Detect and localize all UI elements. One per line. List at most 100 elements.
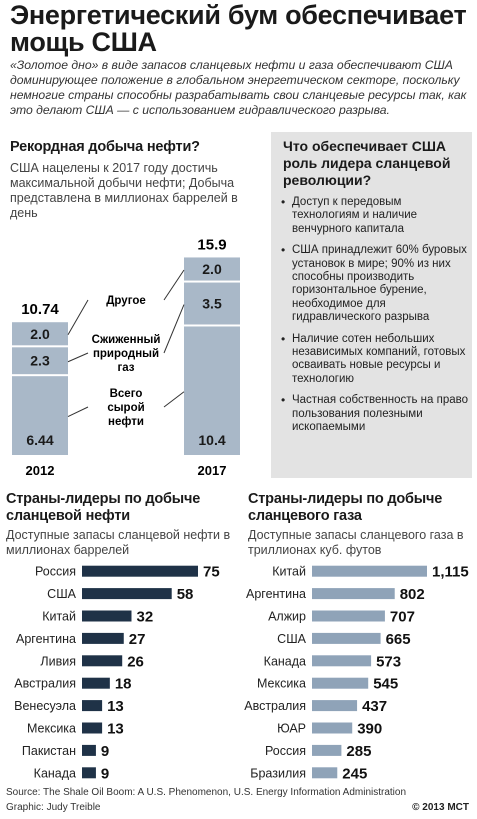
callout-line [163,391,185,408]
country-label: Аргентина [16,632,76,646]
value-label: 545 [373,676,398,693]
value-bar [82,677,110,689]
source-note: Source: The Shale Oil Boom: A U.S. Pheno… [6,787,407,798]
value-bar [82,722,103,734]
value-label: 1,115 [432,564,469,581]
value-label: 58 [177,586,194,603]
value-label: 13 [107,698,124,715]
country-label: Бразилия [250,766,306,780]
value-bar [312,632,381,644]
value-label: 802 [400,586,425,603]
production-subtitle: США нацелены к 2017 году достичь максима… [10,161,238,220]
callout-line [163,304,185,354]
value-bar [312,655,372,667]
segment-value: 2.0 [202,261,222,277]
country-label: Пакистан [22,744,76,758]
value-label: 18 [115,676,132,693]
country-label: Австралия [244,699,306,713]
value-label: 27 [129,631,146,648]
value-label: 573 [376,653,401,670]
total-label: 10.74 [21,301,59,318]
value-bar [312,588,395,600]
country-label: ЮАР [277,722,306,736]
country-label: Канада [34,766,76,780]
series-label: нефти [108,416,144,428]
value-bar [82,565,198,577]
value-label: 437 [362,698,387,715]
segment-value: 2.3 [30,353,50,369]
segment-value: 6.44 [26,432,53,448]
value-bar [312,565,427,577]
value-label: 32 [136,609,153,626]
value-bar [82,744,96,756]
copyright: © 2013 MCT [412,802,469,813]
value-bar [312,610,385,622]
country-label: Китай [42,610,76,624]
value-label: 665 [386,631,411,648]
value-label: 13 [107,721,124,738]
country-label: Китай [272,565,306,579]
gas-reserves-chart: Китай 1,115 Аргентина 802 Алжир 707 США 665 Кана… [244,564,469,783]
page-title: Энергетический бум обеспечивает мощь США [10,0,467,57]
sidebar-title: Что обеспечивает США роль лидера сланцев… [283,138,451,188]
callout-line [67,299,89,336]
country-label: Канада [264,654,306,668]
value-bar [82,655,123,667]
production-title: Рекордная добыча нефти? [10,139,200,155]
total-label: 15.9 [197,236,226,253]
series-label: газ [117,362,134,374]
gas-reserves-title: Страны-лидеры по добыче сланцевого газа [248,491,443,524]
value-bar [312,700,358,712]
country-label: Россия [35,565,76,579]
country-label: США [277,632,306,646]
bar-segment [12,322,68,346]
bullet-item: Частная собственность на право пользован… [281,394,469,434]
value-bar [82,588,172,600]
value-label: 75 [203,564,220,581]
series-label: природный [93,348,159,360]
country-label: Россия [265,744,306,758]
country-label: США [47,587,76,601]
intro-text: «Золотое дно» в виде запасов сланцевых н… [10,58,467,117]
value-label: 390 [357,721,382,738]
series-label: Сжиженный [92,334,161,346]
bullet-item: Наличие сотен небольших независимых комп… [281,333,469,387]
callout-line [67,352,89,363]
value-label: 245 [342,765,367,782]
sidebar-bullets: Доступ к передовым технологиям и наличие… [281,196,469,443]
year-label: 2017 [198,463,227,478]
country-label: Аргентина [246,587,306,601]
segment-value: 2.0 [30,326,50,342]
value-label: 285 [346,743,371,760]
bar-segment [12,347,68,375]
gas-reserves-subtitle: Доступные запасы сланцевого газа в трилл… [248,528,464,557]
value-bar [312,677,369,689]
callout-line [67,406,89,418]
value-label: 26 [127,653,144,670]
bullet-item: США принадлежит 60% буровых установок в … [281,244,469,324]
value-label: 707 [390,609,415,626]
value-bar [312,767,338,779]
year-label: 2012 [26,463,55,478]
bar-segment [184,326,240,455]
sidebar-panel: Что обеспечивает США роль лидера сланцев… [271,132,472,478]
country-label: Венесуэла [14,699,76,713]
bar-segment [184,282,240,325]
value-bar [82,700,103,712]
bar-segment [12,376,68,455]
value-bar [312,722,353,734]
oil-reserves-subtitle: Доступные запасы сланцевой нефти в милли… [6,528,231,557]
callout-line [163,269,185,301]
value-bar [82,767,96,779]
value-bar [82,610,132,622]
oil-reserves-chart: Россия 75 США 58 Китай 32 Аргентина 27 Ливия 26 Ав… [14,564,220,783]
country-label: Австралия [14,677,76,691]
segment-value: 10.4 [198,432,225,448]
value-bar [82,632,124,644]
country-label: Алжир [268,610,306,624]
value-bar [312,744,342,756]
series-label: Другое [106,295,146,307]
segment-value: 3.5 [202,296,222,312]
oil-reserves-title: Страны-лидеры по добыче сланцевой нефти [6,491,201,524]
oil-production-chart: 6.44 2.3 2.0 10.74 2012 10.4 3.5 2.0 15.9 2017 Дру… [12,236,240,478]
